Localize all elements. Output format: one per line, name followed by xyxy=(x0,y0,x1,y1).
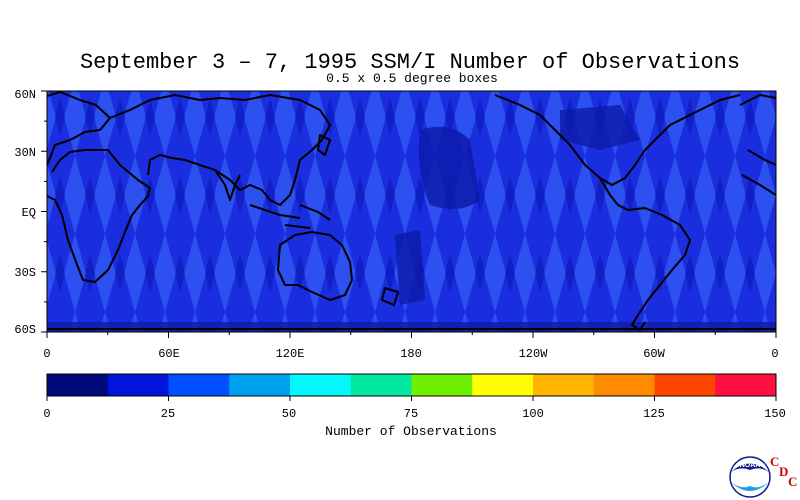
greenland-europe-right-outline xyxy=(739,94,776,196)
lon-label-60e: 60E xyxy=(158,347,180,361)
colorbar-label-150: 150 xyxy=(764,407,786,421)
map-axis-ticks xyxy=(41,90,777,338)
lat-label-60n: 60N xyxy=(14,88,36,102)
colorbar-swatch xyxy=(472,374,534,396)
colorbar-label-25: 25 xyxy=(160,407,176,421)
colorbar-label-75: 75 xyxy=(403,407,419,421)
australia-outline xyxy=(277,231,353,301)
cdc-letter-3: C xyxy=(788,474,798,489)
colorbar-swatch xyxy=(47,374,109,396)
page-title: September 3 – 7, 1995 SSM/I Number of Ob… xyxy=(79,50,741,75)
lon-label-180: 180 xyxy=(400,347,422,361)
colorbar xyxy=(46,373,777,401)
colorbar-swatch xyxy=(107,374,169,396)
noaa-logo: NOAA xyxy=(729,456,771,498)
lon-label-0: 0 xyxy=(43,347,51,361)
lon-label-120e: 120E xyxy=(275,347,305,361)
africa-europe-outline xyxy=(47,91,151,283)
page-subtitle: 0.5 x 0.5 degree boxes xyxy=(326,71,498,86)
colorbar-swatch xyxy=(229,374,291,396)
lat-label-eq: EQ xyxy=(21,206,36,220)
lat-label-30n: 30N xyxy=(14,146,36,160)
south-america-outline xyxy=(627,207,691,331)
colorbar-label-0: 0 xyxy=(43,407,51,421)
north-america-outline xyxy=(494,94,741,186)
colorbar-swatch xyxy=(411,374,473,396)
colorbar-title: Number of Observations xyxy=(325,424,497,439)
cdc-letter-2: D xyxy=(779,464,789,479)
colorbar-swatch xyxy=(593,374,655,396)
lon-label-120w: 120W xyxy=(518,347,548,361)
southeast-asia-islands xyxy=(249,204,331,229)
land-masses xyxy=(47,91,776,331)
noaa-logo-water xyxy=(731,482,769,491)
map-area xyxy=(47,91,776,332)
lat-label-30s: 30S xyxy=(14,266,36,280)
india-outline xyxy=(214,169,241,201)
colorbar-swatch xyxy=(350,374,412,396)
colorbar-label-100: 100 xyxy=(522,407,544,421)
lat-label-60s: 60S xyxy=(14,323,36,337)
colorbar-swatch xyxy=(533,374,595,396)
colorbar-swatch xyxy=(654,374,716,396)
colorbar-swatch xyxy=(290,374,352,396)
colorbar-swatch xyxy=(168,374,230,396)
colorbar-label-125: 125 xyxy=(643,407,665,421)
lon-label-0-end: 0 xyxy=(771,347,779,361)
new-zealand-outline xyxy=(381,287,399,306)
lon-label-60w: 60W xyxy=(643,347,665,361)
noaa-logo-bird xyxy=(731,463,769,472)
asia-outline xyxy=(109,94,331,206)
noaa-logo-text: NOAA xyxy=(740,462,761,469)
colorbar-label-50: 50 xyxy=(281,407,297,421)
japan-outline xyxy=(317,134,331,156)
cdc-letter-1: C xyxy=(770,454,780,469)
central-america-outline xyxy=(599,177,629,211)
colorbar-swatch xyxy=(715,374,777,396)
